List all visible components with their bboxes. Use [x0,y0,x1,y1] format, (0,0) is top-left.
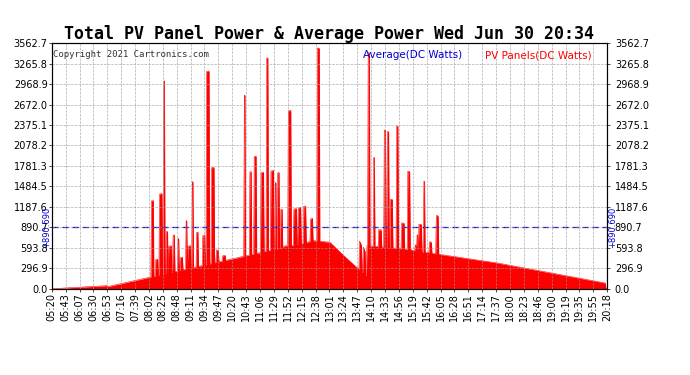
Text: +890.690: +890.690 [42,207,51,248]
Text: +890.690: +890.690 [608,207,617,248]
Text: Average(DC Watts): Average(DC Watts) [363,51,462,60]
Title: Total PV Panel Power & Average Power Wed Jun 30 20:34: Total PV Panel Power & Average Power Wed… [64,25,595,43]
Text: PV Panels(DC Watts): PV Panels(DC Watts) [485,51,591,60]
Text: Copyright 2021 Cartronics.com: Copyright 2021 Cartronics.com [53,51,209,60]
